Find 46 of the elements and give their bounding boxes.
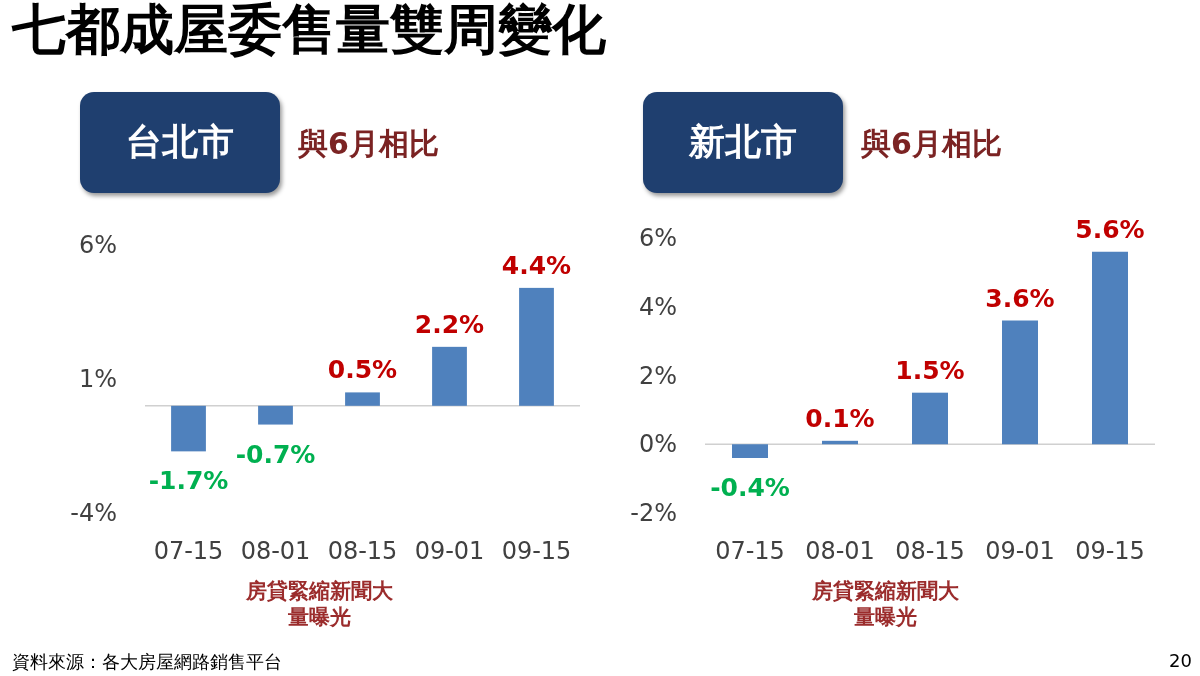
text: 七都成屋委售量雙周變化 <box>12 0 606 63</box>
y-tick-label: 4% <box>638 292 677 321</box>
y-tick-label: 6% <box>638 224 677 252</box>
data-label: 5.6% <box>1075 214 1145 244</box>
data-label: -0.4% <box>710 473 790 502</box>
x-tick-label: 08-01 <box>805 537 875 565</box>
x-tick-label: 08-15 <box>895 537 965 565</box>
data-label: 4.4% <box>501 250 572 280</box>
chart-subtitle: 與6月相比 <box>861 125 1002 163</box>
x-tick-label: 07-15 <box>153 537 224 565</box>
data-label: 3.6% <box>985 283 1055 313</box>
data-label: -1.7% <box>148 466 229 496</box>
data-label: -0.7% <box>235 439 316 469</box>
source-note: 資料來源：各大房屋網路銷售平台 <box>12 650 282 674</box>
data-label: 2.2% <box>414 309 485 339</box>
y-tick-label: 1% <box>78 365 117 393</box>
x-tick-label: 09-01 <box>414 537 485 565</box>
chart-title: 台北市 <box>80 92 280 193</box>
x-tick-label: 09-15 <box>501 537 572 565</box>
text: 房貸緊縮新聞大量曝光 <box>244 578 394 630</box>
chart-title: 新北市 <box>643 92 843 193</box>
data-label: 1.5% <box>895 355 965 385</box>
x-tick-label: 08-01 <box>240 537 311 565</box>
bar <box>732 444 768 458</box>
y-tick-label: -2% <box>630 499 677 527</box>
bar <box>258 405 293 425</box>
y-tick-label: 2% <box>638 361 677 390</box>
y-tick-label: 0% <box>638 430 677 459</box>
data-label: 0.1% <box>805 403 875 433</box>
bar <box>1092 251 1128 445</box>
x-tick-label: 09-01 <box>985 537 1055 565</box>
bar <box>912 392 948 445</box>
text: 房貸緊縮新聞大量曝光 <box>810 578 960 630</box>
bar <box>345 392 380 406</box>
bar <box>432 346 467 406</box>
text: 20 <box>1169 650 1192 671</box>
x-tick-label: 07-15 <box>715 537 785 565</box>
y-tick-label: 6% <box>78 231 117 259</box>
x-tick-label: 08-15 <box>327 537 398 565</box>
data-label: 0.5% <box>327 355 398 385</box>
y-tick-label: -4% <box>70 499 117 527</box>
bar <box>1002 320 1038 445</box>
x-tick-label: 09-15 <box>1075 537 1145 565</box>
bar <box>519 287 554 406</box>
chart-subtitle: 與6月相比 <box>298 125 439 163</box>
bar <box>171 405 206 452</box>
